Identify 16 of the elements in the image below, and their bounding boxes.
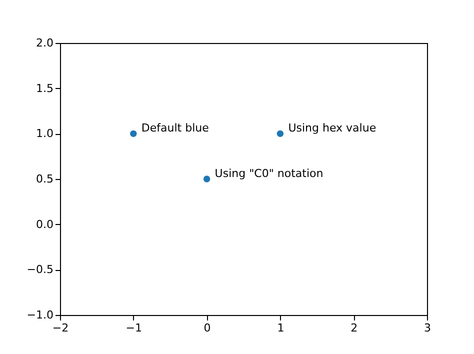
y-tick-label: 2.0	[36, 36, 54, 50]
x-tick-label: −1	[126, 322, 142, 334]
x-tick-label: 0	[204, 322, 211, 334]
x-tick-label: 2	[350, 322, 358, 334]
y-tick-label: −0.5	[26, 263, 54, 276]
y-tick-label: 0.5	[36, 172, 54, 186]
x-tick-label: 1	[277, 322, 284, 334]
annotation: Using hex value	[288, 122, 376, 135]
y-tick-label: 0.0	[36, 218, 54, 231]
x-tick-label: 3	[424, 322, 431, 334]
x-tick-label: −2	[52, 322, 69, 334]
y-tick-label: 1.5	[36, 82, 54, 95]
y-tick-label: −1.0	[26, 308, 54, 322]
annotation: Default blue	[141, 122, 210, 135]
y-tick-label: 1.0	[36, 127, 54, 140]
annotation: Using "C0" notation	[214, 167, 324, 180]
